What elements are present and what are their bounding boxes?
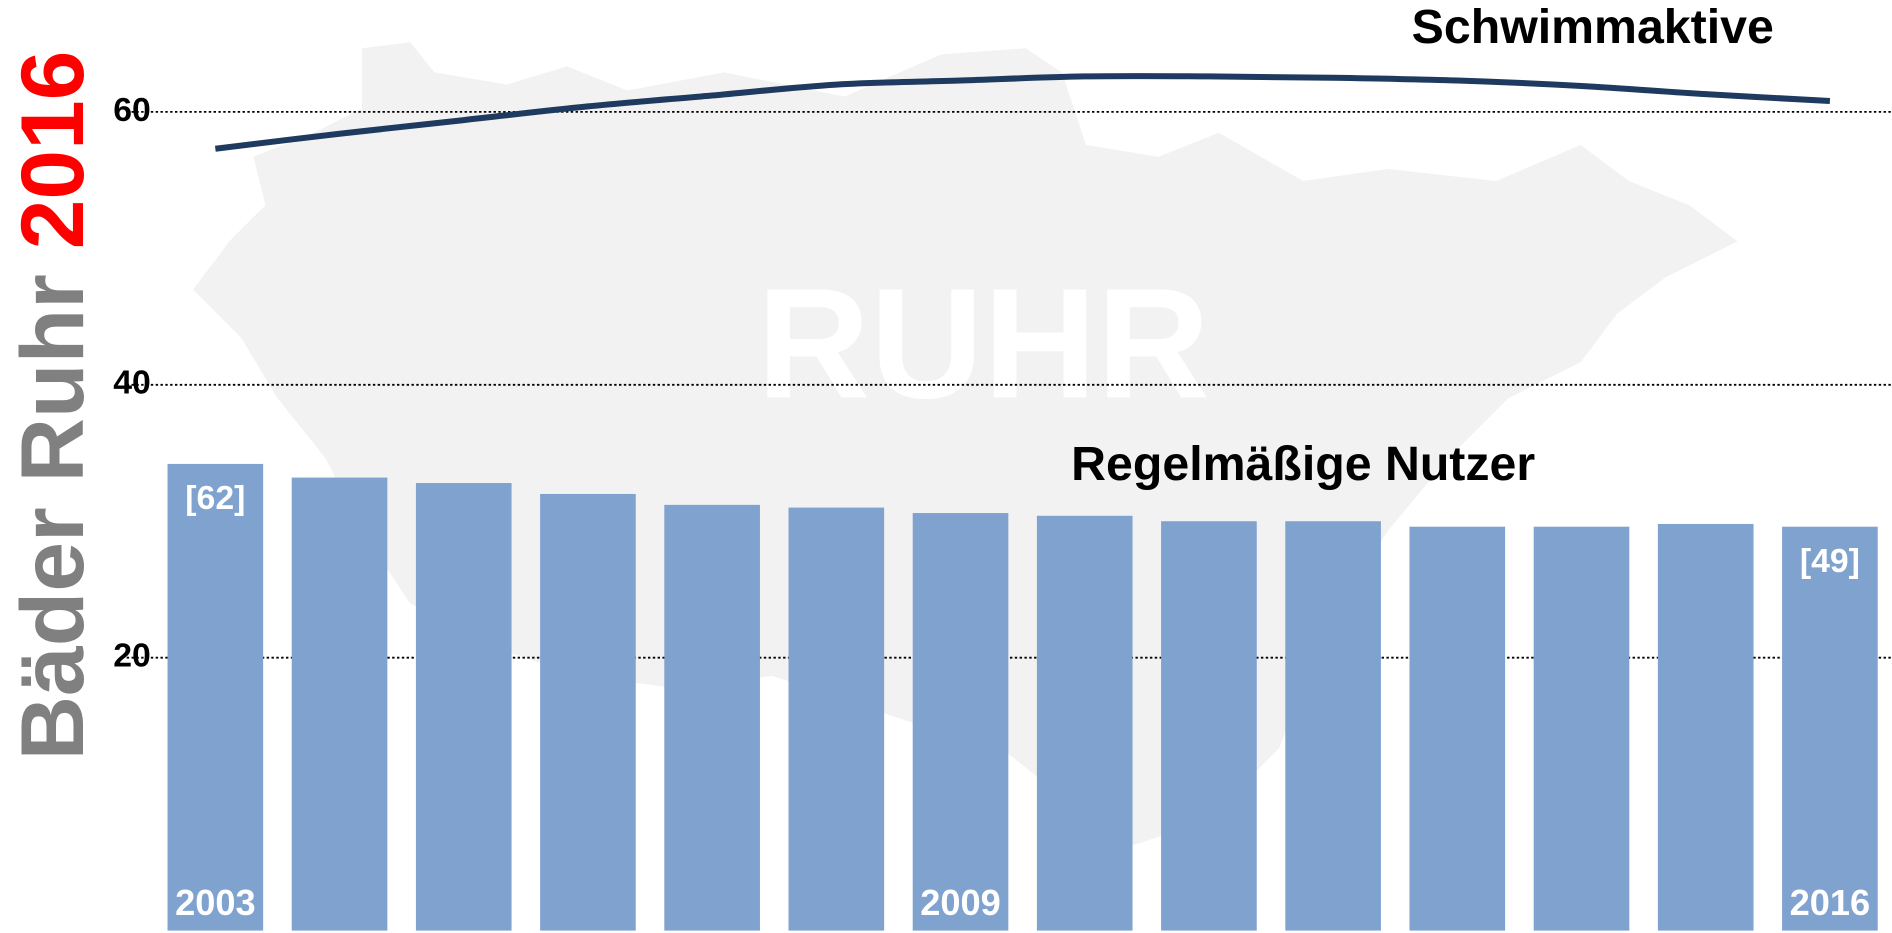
x-tick-label: 2003	[175, 882, 256, 923]
side-title: Bäder Ruhr 2016	[2, 51, 102, 761]
series-label: Regelmäßige Nutzer	[1071, 437, 1535, 491]
bar	[912, 513, 1009, 931]
bar	[1285, 521, 1381, 931]
bar	[1533, 526, 1630, 931]
bar	[167, 463, 264, 931]
x-tick-label: 2009	[920, 882, 1001, 923]
title-part: Bäder Ruhr	[2, 274, 102, 760]
bar	[1409, 526, 1506, 931]
y-tick-label: 40	[113, 364, 151, 402]
bar-note: [62]	[185, 479, 245, 517]
bar	[1161, 521, 1257, 931]
line	[214, 73, 1831, 152]
title-part: 2016	[2, 51, 102, 250]
bar	[1657, 523, 1754, 931]
series-label: Schwimmaktive	[1412, 0, 1774, 54]
bar	[788, 507, 885, 931]
bar	[291, 477, 388, 931]
bar	[415, 483, 512, 931]
y-tick-label: 60	[113, 91, 151, 129]
bar	[1782, 526, 1878, 931]
bar	[664, 504, 760, 931]
y-tick-label: 20	[113, 637, 151, 675]
x-tick-label: 2016	[1790, 882, 1871, 923]
side-title-text: Bäder Ruhr 2016	[2, 51, 102, 761]
bar	[1036, 515, 1133, 931]
bar	[540, 493, 636, 931]
watermark: RUHR	[757, 256, 1210, 431]
bar-note: [49]	[1800, 542, 1860, 580]
